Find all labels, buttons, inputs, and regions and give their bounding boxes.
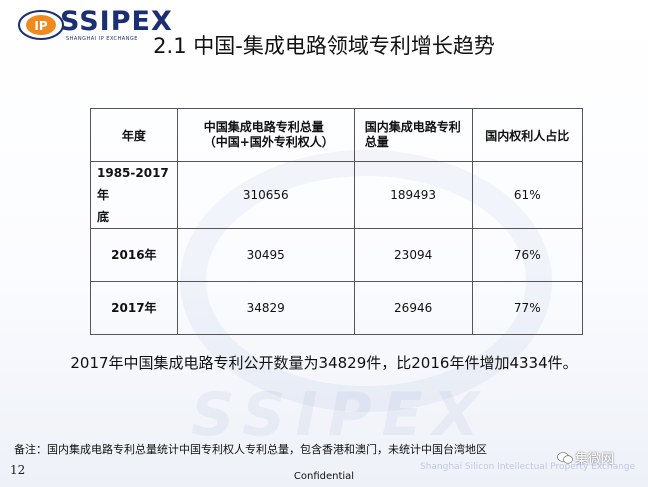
header-total: 中国集成电路专利总量 （中国+国外专利权人） [176,108,355,162]
cell-domestic: 23094 [353,228,473,282]
logo-mark-icon: IP [18,10,64,40]
footer-confidential: Confidential [293,471,355,482]
page-number: 12 [10,463,26,477]
patent-table: 年度 中国集成电路专利总量 （中国+国外专利权人） 国内集成电路专利 总量 国内权利… [90,108,584,335]
summary-text: 2017年中国集成电路专利公开数量为34829件，比2016年件增加4334件。 [70,354,578,372]
logo-subtitle: SHANGHAI IP EXCHANGE [66,36,138,42]
wechat-watermark: 集微网 [557,448,614,467]
cell-share: 77% [471,281,584,335]
background-watermark-subtitle: Shanghai Silicon Intellectual Property E… [420,462,636,472]
table-row: 1985-2017年底 310656 189493 61% [90,161,584,229]
table-row: 2016年 30495 23094 76% [90,228,584,282]
table-row: 2017年 34829 26946 77% [90,281,584,335]
wechat-icon [557,452,573,464]
header-share: 国内权利人占比 [471,108,584,162]
logo: IP SSIPEX SHANGHAI IP EXCHANGE [10,6,210,46]
cell-year: 2016年 [90,228,178,282]
cell-year: 1985-2017年底 [90,161,178,229]
cell-total: 34829 [176,281,355,335]
table-header-row: 年度 中国集成电路专利总量 （中国+国外专利权人） 国内集成电路专利 总量 国内权利… [90,108,584,162]
background-watermark-text: SSIPEX [191,380,489,450]
cell-domestic: 26946 [353,281,473,335]
wechat-label: 集微网 [575,452,615,467]
cell-total: 30495 [176,228,355,282]
footnote: 备注：国内集成电路专利总量统计中国专利权人专利总量，包含香港和澳门，未统计中国台… [14,443,487,456]
logo-mark-text: IP [34,19,47,33]
header-year: 年度 [90,108,178,162]
cell-year: 2017年 [90,281,178,335]
cell-share: 61% [471,161,584,229]
cell-share: 76% [471,228,584,282]
cell-domestic: 189493 [353,161,473,229]
logo-text: SSIPEX [60,6,173,37]
cell-total: 310656 [176,161,355,229]
header-domestic: 国内集成电路专利 总量 [353,108,473,162]
page-title: 2.1 中国-集成电路领域专利增长趋势 [153,34,495,58]
